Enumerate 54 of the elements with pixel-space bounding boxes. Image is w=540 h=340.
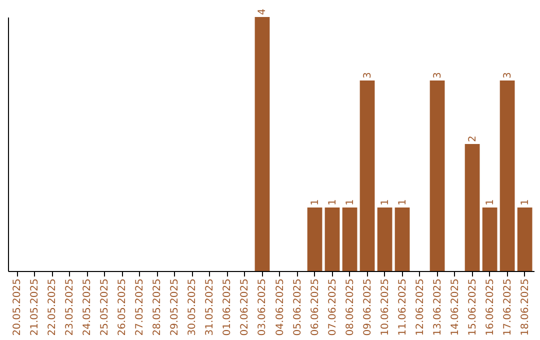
x-tick-label: 26.05.2025 — [117, 278, 128, 336]
bar — [500, 80, 515, 271]
data-label: 2 — [467, 136, 478, 142]
bar — [430, 80, 445, 271]
x-tick-label: 20.05.2025 — [12, 278, 24, 336]
x-tick-label: 13.06.2025 — [432, 278, 444, 336]
x-tick-label: 29.05.2025 — [170, 278, 181, 336]
data-label: 1 — [327, 199, 338, 206]
data-label: 1 — [520, 199, 531, 206]
x-tick-label: 06.06.2025 — [310, 278, 321, 336]
x-tick-label: 15.06.2025 — [467, 278, 478, 336]
data-label: 3 — [432, 72, 444, 78]
data-label: 3 — [502, 72, 514, 78]
x-tick-label: 27.05.2025 — [134, 278, 146, 336]
x-tick-label: 09.06.2025 — [362, 278, 374, 336]
x-tick-label: 05.06.2025 — [292, 278, 304, 336]
bar — [360, 80, 375, 271]
bar — [307, 208, 322, 271]
x-tick-label: 24.05.2025 — [82, 278, 94, 336]
bar — [254, 17, 270, 271]
x-tick-label: 03.06.2025 — [257, 278, 268, 336]
data-label: 1 — [484, 199, 496, 206]
x-tick-label: 25.05.2025 — [100, 278, 111, 336]
bar — [482, 208, 498, 271]
x-tick-label: 02.06.2025 — [240, 278, 251, 336]
x-tick-label: 31.05.2025 — [204, 278, 216, 336]
x-tick-label: 30.05.2025 — [187, 278, 198, 336]
bar — [377, 208, 392, 271]
data-label: 1 — [397, 199, 408, 206]
bar — [324, 208, 340, 271]
bar — [394, 208, 410, 271]
data-label: 4 — [257, 8, 268, 15]
bar — [517, 208, 532, 271]
x-tick-label: 01.06.2025 — [222, 278, 234, 336]
data-label: 1 — [344, 199, 356, 206]
x-tick-label: 28.05.2025 — [152, 278, 164, 336]
bar — [342, 208, 358, 271]
data-label: 3 — [362, 72, 374, 78]
x-tick-label: 17.06.2025 — [502, 278, 514, 336]
bar — [464, 144, 480, 271]
x-tick-label: 14.06.2025 — [450, 278, 461, 336]
x-tick-label: 04.06.2025 — [274, 278, 286, 336]
x-tick-label: 12.06.2025 — [414, 278, 426, 336]
data-label: 1 — [310, 199, 321, 206]
x-tick-label: 07.06.2025 — [327, 278, 338, 336]
x-tick-label: 11.06.2025 — [397, 278, 408, 336]
x-tick-label: 23.05.2025 — [64, 278, 76, 336]
x-tick-label: 22.05.2025 — [47, 278, 58, 336]
x-tick-label: 10.06.2025 — [380, 278, 391, 336]
x-tick-label: 16.06.2025 — [484, 278, 496, 336]
x-tick-label: 18.06.2025 — [520, 278, 531, 336]
x-tick-label: 08.06.2025 — [344, 278, 356, 336]
data-label: 1 — [380, 199, 391, 206]
x-tick-label: 21.05.2025 — [30, 278, 41, 336]
